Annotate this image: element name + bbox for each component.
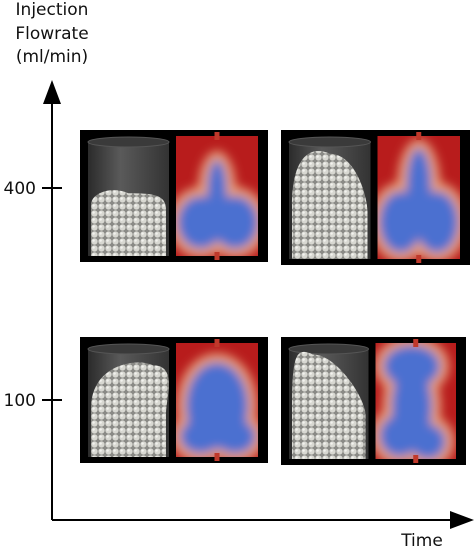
y-axis-label: Flowrate — [15, 24, 88, 44]
heat-blobs — [176, 151, 258, 256]
y-axis-label: Injection — [16, 0, 89, 20]
cylinder-top — [288, 136, 371, 148]
outlet — [416, 255, 422, 263]
heat-blobs — [377, 139, 460, 259]
heat-blobs — [176, 353, 258, 457]
blob — [410, 424, 446, 459]
inlet — [214, 132, 220, 140]
cylinder-top — [87, 343, 170, 355]
bead-pile — [292, 151, 368, 259]
x-arrow — [450, 511, 474, 529]
blob — [406, 148, 432, 223]
inlet — [413, 339, 419, 347]
cylinder-top — [288, 343, 369, 355]
blob — [180, 419, 222, 454]
panel — [281, 130, 470, 265]
panel — [80, 130, 268, 262]
bead-pile — [91, 362, 169, 457]
panels — [80, 130, 470, 465]
outlet — [214, 453, 220, 461]
panel — [80, 337, 268, 463]
inlet — [416, 132, 422, 140]
outlet — [413, 455, 419, 463]
blob — [379, 414, 420, 457]
inlet — [214, 339, 220, 347]
y-tick-label: 100 — [4, 391, 36, 411]
y-tick-label: 400 — [4, 179, 36, 199]
blob — [214, 419, 256, 454]
blob — [207, 160, 227, 220]
outlet — [214, 252, 220, 260]
bead-pile — [91, 190, 166, 256]
x-axis-label: Time — [400, 531, 443, 550]
heat-blobs — [375, 343, 455, 459]
y-arrow — [43, 80, 61, 104]
cylinder-top — [87, 136, 170, 148]
bead-pile — [292, 351, 366, 459]
panel — [281, 337, 466, 465]
y-axis-label: (ml/min) — [16, 47, 88, 67]
